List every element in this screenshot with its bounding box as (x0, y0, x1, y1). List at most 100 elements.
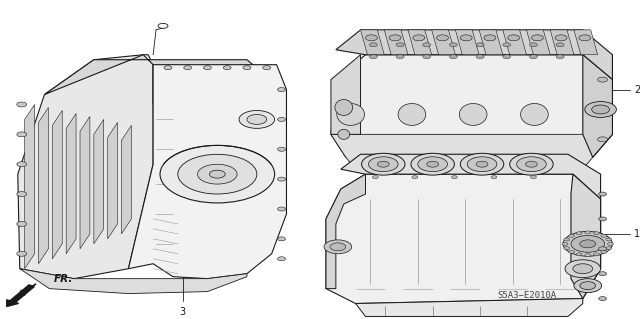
Circle shape (585, 101, 616, 117)
Polygon shape (574, 30, 598, 55)
Polygon shape (571, 174, 600, 299)
Polygon shape (479, 30, 503, 55)
Text: S5A3−E2010A: S5A3−E2010A (497, 291, 556, 300)
Polygon shape (456, 30, 479, 55)
Polygon shape (503, 30, 527, 55)
Circle shape (508, 35, 520, 41)
Circle shape (562, 242, 568, 245)
Circle shape (223, 66, 231, 70)
Circle shape (576, 253, 582, 256)
Circle shape (209, 170, 225, 178)
Circle shape (516, 157, 547, 172)
Circle shape (573, 264, 593, 274)
Circle shape (362, 153, 405, 175)
Circle shape (451, 176, 458, 179)
Circle shape (598, 297, 607, 300)
Circle shape (369, 43, 378, 47)
Polygon shape (122, 125, 131, 234)
Circle shape (564, 238, 570, 241)
Polygon shape (38, 108, 49, 264)
Circle shape (574, 279, 602, 293)
Circle shape (239, 110, 275, 128)
Circle shape (247, 115, 267, 124)
Circle shape (476, 161, 488, 167)
Circle shape (503, 55, 511, 59)
Circle shape (531, 176, 536, 179)
Polygon shape (20, 269, 247, 293)
Circle shape (378, 161, 389, 167)
Ellipse shape (398, 103, 426, 125)
Circle shape (503, 43, 511, 47)
Circle shape (396, 55, 404, 59)
Circle shape (529, 55, 538, 59)
Circle shape (580, 282, 596, 290)
Circle shape (556, 43, 564, 47)
Circle shape (491, 176, 497, 179)
Circle shape (563, 231, 612, 256)
Polygon shape (360, 30, 384, 55)
Circle shape (160, 145, 275, 203)
Circle shape (449, 43, 458, 47)
Polygon shape (52, 110, 62, 259)
Circle shape (531, 35, 543, 41)
Ellipse shape (335, 100, 353, 115)
Circle shape (571, 235, 605, 252)
Circle shape (601, 234, 607, 237)
Polygon shape (108, 122, 118, 239)
Polygon shape (25, 105, 35, 269)
Circle shape (278, 177, 285, 181)
Text: 3: 3 (180, 307, 186, 316)
Circle shape (556, 55, 564, 59)
Circle shape (278, 207, 285, 211)
Circle shape (436, 35, 449, 41)
Circle shape (278, 147, 285, 151)
Polygon shape (336, 30, 612, 80)
Circle shape (484, 35, 496, 41)
Circle shape (178, 154, 257, 194)
Circle shape (330, 243, 346, 251)
Circle shape (598, 137, 607, 142)
Circle shape (17, 102, 27, 107)
Polygon shape (326, 174, 365, 289)
Polygon shape (583, 55, 612, 157)
Circle shape (579, 35, 591, 41)
Circle shape (593, 232, 600, 235)
Circle shape (278, 88, 285, 92)
Circle shape (564, 247, 570, 250)
Circle shape (369, 157, 398, 172)
Circle shape (243, 66, 251, 70)
Polygon shape (340, 154, 600, 199)
Circle shape (198, 164, 237, 184)
Polygon shape (550, 30, 574, 55)
Circle shape (592, 105, 609, 114)
Circle shape (17, 251, 27, 256)
Circle shape (593, 253, 600, 256)
Circle shape (17, 192, 27, 197)
Text: 1: 1 (634, 229, 640, 239)
Polygon shape (527, 30, 550, 55)
Ellipse shape (337, 103, 365, 125)
Ellipse shape (460, 103, 487, 125)
Polygon shape (94, 119, 104, 244)
Circle shape (278, 237, 285, 241)
Circle shape (278, 257, 285, 261)
Polygon shape (431, 30, 456, 55)
Circle shape (576, 232, 582, 235)
Circle shape (585, 254, 591, 257)
Circle shape (525, 161, 538, 167)
Ellipse shape (338, 130, 349, 139)
Polygon shape (331, 55, 612, 157)
Circle shape (460, 153, 504, 175)
Circle shape (17, 132, 27, 137)
Circle shape (598, 192, 607, 196)
Polygon shape (326, 174, 600, 304)
Circle shape (324, 240, 351, 254)
Circle shape (263, 66, 271, 70)
Circle shape (204, 66, 211, 70)
Text: 2: 2 (634, 85, 640, 94)
Polygon shape (80, 116, 90, 249)
Circle shape (365, 35, 378, 41)
Polygon shape (356, 299, 583, 316)
Circle shape (17, 162, 27, 167)
Ellipse shape (520, 103, 548, 125)
